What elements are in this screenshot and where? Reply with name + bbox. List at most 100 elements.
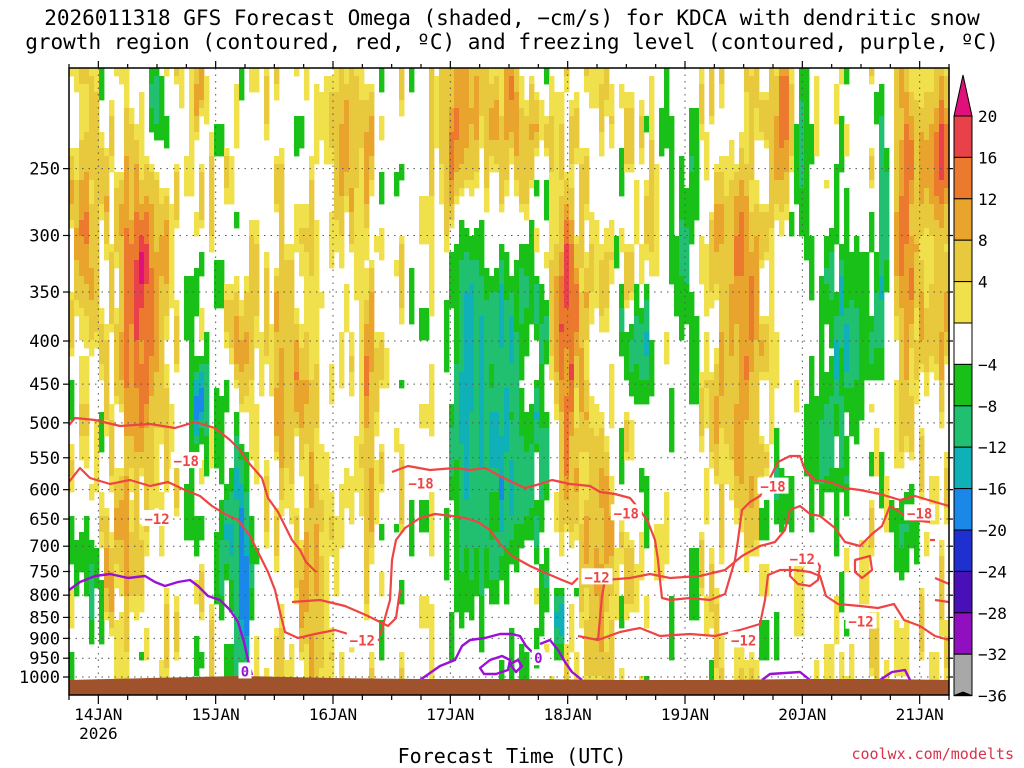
omega-cell xyxy=(479,236,485,245)
omega-cell xyxy=(364,108,370,117)
omega-cell xyxy=(174,308,180,317)
omega-cell xyxy=(374,468,380,477)
omega-cell xyxy=(399,308,405,317)
omega-cell xyxy=(79,324,85,333)
omega-cell xyxy=(399,84,405,93)
omega-cell xyxy=(174,220,180,229)
omega-cell xyxy=(189,164,195,173)
omega-cell xyxy=(254,236,260,245)
omega-cell xyxy=(189,316,195,325)
omega-cell xyxy=(459,276,465,285)
omega-cell xyxy=(479,316,485,325)
omega-cell xyxy=(319,460,325,469)
omega-cell xyxy=(589,460,595,469)
omega-cell xyxy=(244,612,250,621)
omega-cell xyxy=(489,348,495,357)
omega-cell xyxy=(559,644,565,653)
omega-cell xyxy=(559,476,565,485)
omega-cell xyxy=(479,140,485,149)
omega-cell xyxy=(144,308,150,317)
omega-cell xyxy=(354,116,360,125)
omega-cell xyxy=(124,356,130,365)
omega-cell xyxy=(194,116,200,125)
omega-cell xyxy=(134,428,140,437)
omega-cell xyxy=(304,220,310,229)
omega-cell xyxy=(479,388,485,397)
omega-cell xyxy=(299,140,305,149)
omega-cell xyxy=(279,364,285,373)
omega-cell xyxy=(299,628,305,637)
omega-cell xyxy=(244,572,250,581)
omega-cell xyxy=(109,284,115,293)
omega-cell xyxy=(519,444,525,453)
omega-cell xyxy=(619,452,625,461)
omega-cell xyxy=(329,212,335,221)
omega-cell xyxy=(504,124,510,133)
omega-cell xyxy=(224,572,230,581)
omega-cell xyxy=(559,292,565,301)
omega-cell xyxy=(619,436,625,445)
omega-cell xyxy=(579,220,585,229)
omega-cell xyxy=(399,460,405,469)
omega-cell xyxy=(504,540,510,549)
omega-cell xyxy=(199,516,205,525)
omega-cell xyxy=(184,292,190,301)
omega-cell xyxy=(74,76,80,85)
omega-cell xyxy=(124,228,130,237)
omega-cell xyxy=(449,484,455,493)
omega-cell xyxy=(154,308,160,317)
omega-cell xyxy=(279,308,285,317)
omega-cell xyxy=(314,220,320,229)
omega-cell xyxy=(619,468,625,477)
omega-cell xyxy=(494,116,500,125)
omega-cell xyxy=(194,292,200,301)
omega-cell xyxy=(489,532,495,541)
omega-cell xyxy=(609,492,615,501)
omega-cell xyxy=(424,508,430,517)
omega-cell xyxy=(109,476,115,485)
omega-cell xyxy=(574,324,580,333)
omega-cell xyxy=(399,580,405,589)
omega-cell xyxy=(134,388,140,397)
omega-cell xyxy=(264,276,270,285)
omega-cell xyxy=(474,116,480,125)
omega-cell xyxy=(284,380,290,389)
omega-cell xyxy=(289,500,295,509)
omega-cell xyxy=(119,524,125,533)
omega-cell xyxy=(599,524,605,533)
omega-cell xyxy=(519,188,525,197)
omega-cell xyxy=(454,84,460,93)
omega-cell xyxy=(254,436,260,445)
omega-cell xyxy=(489,140,495,149)
omega-cell xyxy=(599,140,605,149)
omega-cell xyxy=(524,660,530,669)
omega-cell xyxy=(134,284,140,293)
omega-cell xyxy=(464,276,470,285)
omega-cell xyxy=(264,84,270,93)
omega-cell xyxy=(494,572,500,581)
omega-cell xyxy=(119,244,125,253)
omega-cell xyxy=(479,244,485,253)
omega-cell xyxy=(294,236,300,245)
omega-cell xyxy=(149,100,155,109)
omega-cell xyxy=(329,500,335,509)
omega-cell xyxy=(194,300,200,309)
omega-cell xyxy=(584,180,590,189)
omega-cell xyxy=(599,84,605,93)
omega-cell xyxy=(504,268,510,277)
omega-cell xyxy=(539,492,545,501)
omega-cell xyxy=(89,212,95,221)
omega-cell xyxy=(309,572,315,581)
omega-cell xyxy=(69,396,75,405)
omega-cell xyxy=(634,212,640,221)
omega-cell xyxy=(529,236,535,245)
omega-cell xyxy=(94,228,100,237)
omega-cell xyxy=(574,92,580,101)
omega-cell xyxy=(279,204,285,213)
omega-cell xyxy=(104,228,110,237)
omega-cell xyxy=(109,260,115,269)
omega-cell xyxy=(144,404,150,413)
omega-cell xyxy=(329,244,335,253)
omega-cell xyxy=(299,380,305,389)
omega-cell xyxy=(134,356,140,365)
